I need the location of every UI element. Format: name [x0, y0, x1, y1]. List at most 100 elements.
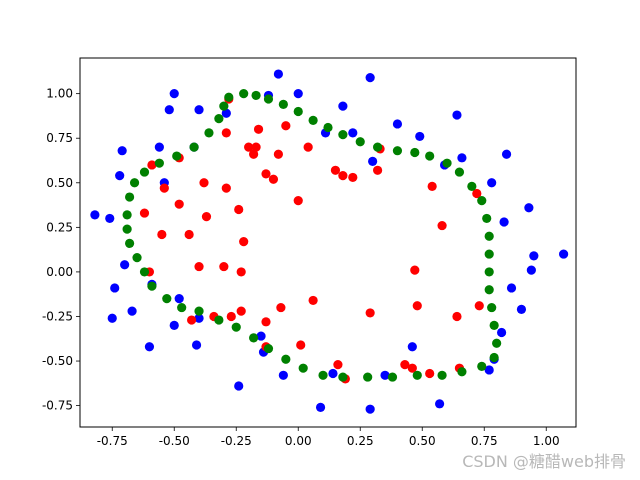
red-point: [412, 301, 422, 311]
red-point: [159, 183, 169, 193]
red-point: [338, 171, 348, 181]
red-point: [268, 174, 279, 184]
blue-point: [107, 313, 117, 323]
blue-point: [559, 249, 569, 259]
red-point: [452, 311, 462, 322]
blue-point: [154, 142, 164, 152]
red-point: [427, 181, 437, 191]
green-point: [298, 363, 308, 373]
green-point: [442, 158, 452, 168]
y-tick-label: 0.25: [46, 220, 73, 234]
green-point: [323, 122, 333, 133]
red-point: [201, 212, 212, 222]
blue-point: [328, 368, 338, 379]
green-point: [214, 315, 224, 325]
green-point: [318, 370, 328, 380]
blue-point: [234, 381, 244, 391]
y-tick-label: -0.50: [42, 354, 73, 368]
red-point: [261, 317, 271, 327]
blue-point: [315, 402, 326, 412]
red-point: [296, 340, 306, 350]
blue-point: [144, 342, 155, 352]
green-point: [125, 192, 135, 202]
green-point: [437, 370, 447, 380]
green-point: [278, 99, 288, 109]
blue-point: [191, 340, 202, 350]
green-point: [249, 333, 259, 343]
plot-frame: [79, 57, 577, 428]
blue-point: [516, 304, 527, 314]
green-point: [125, 238, 135, 248]
red-point: [365, 308, 375, 318]
red-point: [330, 165, 341, 175]
green-point: [355, 137, 365, 147]
green-point: [122, 224, 132, 234]
green-point: [308, 115, 318, 125]
y-tick-label: 1.00: [46, 87, 73, 101]
red-point: [308, 295, 318, 306]
green-point: [489, 352, 499, 363]
green-point: [162, 294, 172, 304]
green-point: [484, 231, 494, 241]
red-point: [425, 368, 435, 379]
y-tick-label: 0.50: [46, 176, 73, 190]
green-point: [204, 128, 214, 138]
red-point: [139, 208, 150, 218]
blue-point: [407, 342, 417, 352]
green-point: [410, 147, 420, 158]
blue-point: [194, 313, 204, 323]
red-point: [219, 261, 229, 272]
blue-point: [524, 203, 534, 213]
blue-point: [221, 108, 231, 118]
green-point: [239, 89, 249, 99]
blue-point: [164, 105, 174, 115]
green-point: [263, 94, 274, 104]
red-point: [276, 302, 286, 313]
green-point: [194, 306, 204, 316]
green-point: [139, 167, 150, 177]
green-point: [189, 142, 199, 152]
green-point: [251, 90, 261, 101]
red-point: [236, 267, 246, 277]
red-point: [293, 196, 303, 206]
blue-point: [127, 306, 137, 316]
green-point: [387, 372, 398, 382]
green-point: [489, 320, 499, 330]
green-point: [281, 354, 291, 364]
green-point: [224, 92, 234, 102]
axis-ticks: -0.75 -0.50 -0.25 0.00 0.25 0.50 0.75 1.00 -0.75…: [42, 87, 560, 448]
x-tick-label: -0.25: [221, 434, 252, 448]
blue-point: [368, 156, 378, 166]
blue-point: [415, 131, 425, 142]
blue-point: [273, 69, 283, 79]
green-point: [231, 322, 241, 332]
green-point: [293, 106, 303, 117]
green-point: [412, 370, 422, 380]
green-point: [154, 158, 164, 168]
green-point: [484, 249, 494, 259]
y-tick-label: -0.75: [42, 399, 73, 413]
green-point: [457, 367, 467, 377]
green-point: [467, 181, 477, 191]
red-point: [157, 229, 167, 240]
red-point: [199, 178, 209, 188]
blue-point: [169, 320, 179, 330]
green-point: [214, 114, 224, 124]
green-point: [129, 178, 140, 188]
red-point: [174, 199, 184, 209]
blue-point: [497, 327, 507, 338]
blue-point: [115, 171, 125, 181]
red-point: [239, 237, 249, 247]
green-point: [177, 302, 187, 313]
blue-point: [457, 153, 467, 163]
green-point: [487, 302, 497, 313]
blue-point: [293, 89, 303, 99]
blue-point: [452, 110, 462, 120]
red-point: [249, 149, 259, 159]
red-point: [194, 261, 204, 272]
blue-point: [435, 399, 445, 409]
blue-point: [169, 89, 179, 99]
red-point: [474, 301, 484, 311]
blue-point: [365, 73, 375, 83]
